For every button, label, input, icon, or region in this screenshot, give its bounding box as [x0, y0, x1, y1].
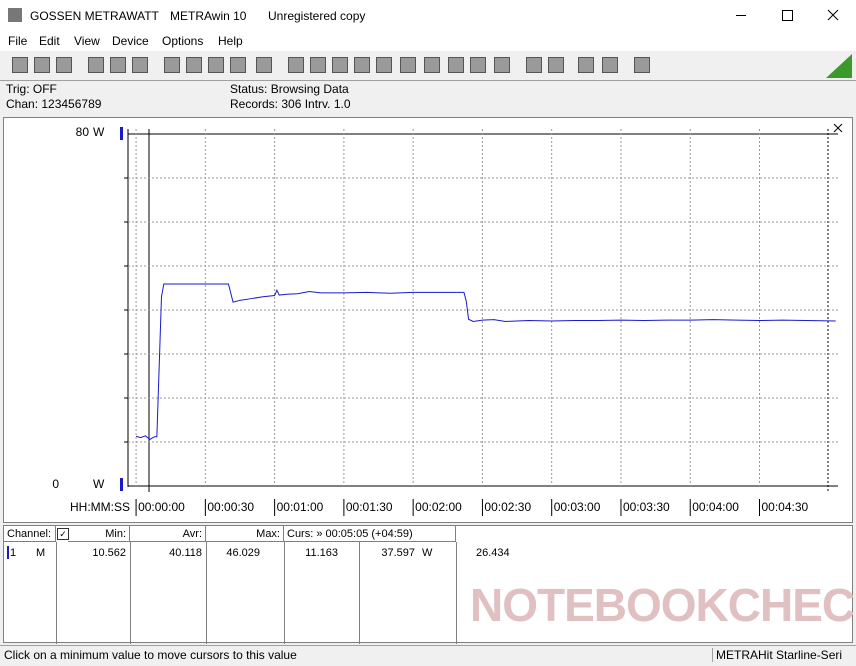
x-tick-label: 00:04:00	[692, 500, 739, 514]
menu-item[interactable]: Device	[112, 34, 149, 48]
y-unit: W	[93, 125, 105, 139]
column-divider	[56, 542, 57, 644]
y-tick-label: 0	[52, 477, 59, 491]
toolbar-button[interactable]	[424, 57, 440, 73]
maximize[interactable]	[782, 10, 793, 21]
toolbar-button[interactable]	[310, 57, 326, 73]
cell: 46.029	[226, 547, 260, 559]
toolbar-button[interactable]	[494, 57, 510, 73]
chan-label: Chan: 123456789	[6, 97, 102, 111]
toolbar-button[interactable]	[230, 57, 246, 73]
data-line	[135, 283, 836, 440]
toolbar-button[interactable]	[34, 57, 50, 73]
x-tick-label: 00:04:30	[761, 500, 808, 514]
menu-item[interactable]: View	[74, 34, 100, 48]
cell: 10.562	[92, 547, 126, 559]
title-text: GOSSEN METRAWATT	[30, 9, 159, 23]
toolbar	[0, 52, 856, 81]
x-tick-label: 00:01:00	[277, 500, 324, 514]
toolbar-button[interactable]	[376, 57, 392, 73]
status-message: Click on a minimum value to move cursors…	[4, 648, 297, 662]
toolbar-button[interactable]	[526, 57, 542, 73]
menu-item[interactable]: File	[8, 34, 28, 48]
marker	[120, 127, 123, 140]
y-unit: W	[93, 477, 105, 491]
cell: 26.434	[476, 547, 510, 559]
x-axis-label: HH:MM:SS	[70, 500, 130, 514]
device-name: METRAHit Starline-Seri	[712, 648, 842, 662]
toolbar-button[interactable]	[132, 57, 148, 73]
trig-label: Trig: OFF	[6, 82, 57, 96]
toolbar-button[interactable]	[56, 57, 72, 73]
menu-item[interactable]: Edit	[39, 34, 60, 48]
menu-bar: File Edit View Device Options Help	[0, 31, 856, 51]
cell: W	[422, 547, 433, 559]
column-divider	[456, 542, 457, 644]
table-header: Avr:	[130, 526, 206, 542]
x-tick-label: 00:00:00	[138, 500, 185, 514]
menu-item[interactable]: Options	[162, 34, 204, 48]
toolbar-button[interactable]	[332, 57, 348, 73]
toolbar-button[interactable]	[470, 57, 486, 73]
status-label: Status: Browsing Data	[230, 82, 349, 96]
toolbar-button[interactable]	[448, 57, 464, 73]
app-icon	[8, 8, 22, 22]
marker	[120, 478, 123, 491]
table-header: Channel:	[4, 526, 56, 542]
toolbar-button[interactable]	[208, 57, 224, 73]
x-tick-label: 00:03:00	[554, 500, 601, 514]
toolbar-button[interactable]	[110, 57, 126, 73]
title-bar	[0, 0, 856, 31]
cell: 11.163	[305, 547, 338, 559]
cursor-handle[interactable]	[833, 123, 843, 133]
x-tick-label: 00:01:30	[346, 500, 393, 514]
status-bar	[0, 645, 856, 666]
toolbar-button[interactable]	[12, 57, 28, 73]
title-text: Unregistered copy	[268, 9, 366, 23]
column-divider	[206, 542, 207, 644]
x-tick-label: 00:02:00	[415, 500, 462, 514]
column-divider	[130, 542, 131, 644]
data-table: Channel: Min: Avr: Max: Curs: » 00:05:05 (+0…	[3, 525, 853, 644]
column-divider	[284, 542, 285, 644]
close[interactable]	[827, 9, 839, 21]
chart: 80 W 0 W HH:MM:SS 00:00:00 00:00:30 00:01:…	[3, 117, 853, 523]
toolbar-button[interactable]	[634, 57, 650, 73]
toolbar-button[interactable]	[602, 57, 618, 73]
x-tick-label: 00:00:30	[207, 500, 254, 514]
records-label: Records: 306 Intrv. 1.0	[230, 97, 351, 111]
cell: 1	[10, 547, 17, 559]
toolbar-button[interactable]	[578, 57, 594, 73]
x-tick-label: 00:03:30	[623, 500, 670, 514]
toolbar-button[interactable]	[354, 57, 370, 73]
toolbar-button[interactable]	[88, 57, 104, 73]
toolbar-button[interactable]	[256, 57, 272, 73]
cell: 37.597	[381, 547, 415, 559]
table-header: Curs: » 00:05:05 (+04:59)	[284, 526, 456, 542]
toolbar-button[interactable]	[400, 57, 416, 73]
window-controls[interactable]	[700, 0, 856, 31]
title-text: METRAwin 10	[170, 9, 247, 23]
menu-item[interactable]: Help	[218, 34, 243, 48]
status-indicator	[826, 54, 852, 78]
column-divider	[359, 542, 360, 644]
table-header: Min:	[68, 526, 130, 542]
toolbar-button[interactable]	[186, 57, 202, 73]
checkbox[interactable]: ✓	[57, 528, 69, 540]
cell: 40.118	[169, 547, 202, 559]
watermark: NOTEBOOKCHECK	[470, 579, 856, 631]
toolbar-button[interactable]	[164, 57, 180, 73]
x-tick-label: 00:02:30	[484, 500, 531, 514]
row-highlight	[7, 546, 9, 559]
y-tick-label: 80	[76, 125, 90, 139]
toolbar-button[interactable]	[288, 57, 304, 73]
toolbar-button[interactable]	[548, 57, 564, 73]
table-header: Max:	[206, 526, 284, 542]
cell: M	[36, 547, 46, 559]
